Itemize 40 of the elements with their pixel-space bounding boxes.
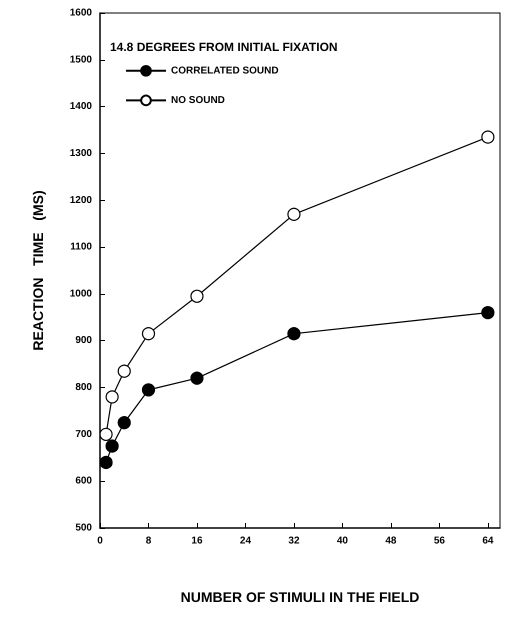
point [287,208,301,221]
point [287,327,301,340]
y-tick-label: 1500 [70,54,92,66]
point [481,306,494,320]
y-tick-label: 600 [75,476,92,487]
x-tick-label: 56 [434,536,446,546]
y-tick-label: 1600 [70,8,92,18]
y-axis-title: REACTION TIME (MS) [30,190,46,351]
x-tick-label: 16 [191,536,203,546]
x-axis-title: NUMBER OF STIMULI IN THE FIELD [180,589,420,605]
y-tick-label: 1400 [70,101,92,112]
point [118,364,131,378]
y-tick-label: 900 [75,335,92,346]
point [106,390,119,404]
x-tick-label: 48 [385,536,397,546]
legend-label: CORRELATED SOUND [171,65,279,76]
point [106,439,119,453]
point [190,372,204,385]
y-tick-label: 500 [75,522,92,534]
y-tick-label: 800 [75,382,92,394]
x-tick-label: 32 [288,536,300,546]
point [142,383,156,396]
point [118,416,131,430]
x-tick-label: 40 [336,536,348,546]
point [190,290,204,303]
y-tick-label: 1300 [70,148,92,159]
x-tick-label: 24 [240,536,252,546]
x-tick-label: 0 [97,536,104,546]
point [481,130,494,144]
x-tick-label: 64 [482,536,494,546]
y-tick-label: 1000 [70,288,92,300]
point [142,327,156,340]
text: 14.8 DEGREES FROM INITIAL FIXATION [110,40,338,54]
y-tick-label: 1100 [70,242,92,253]
x-tick-label: 8 [146,536,152,546]
point [99,456,113,470]
y-tick-label: 1200 [70,194,92,206]
point [99,428,113,441]
legend-label: NO SOUND [171,94,225,106]
y-tick-label: 700 [75,428,92,440]
